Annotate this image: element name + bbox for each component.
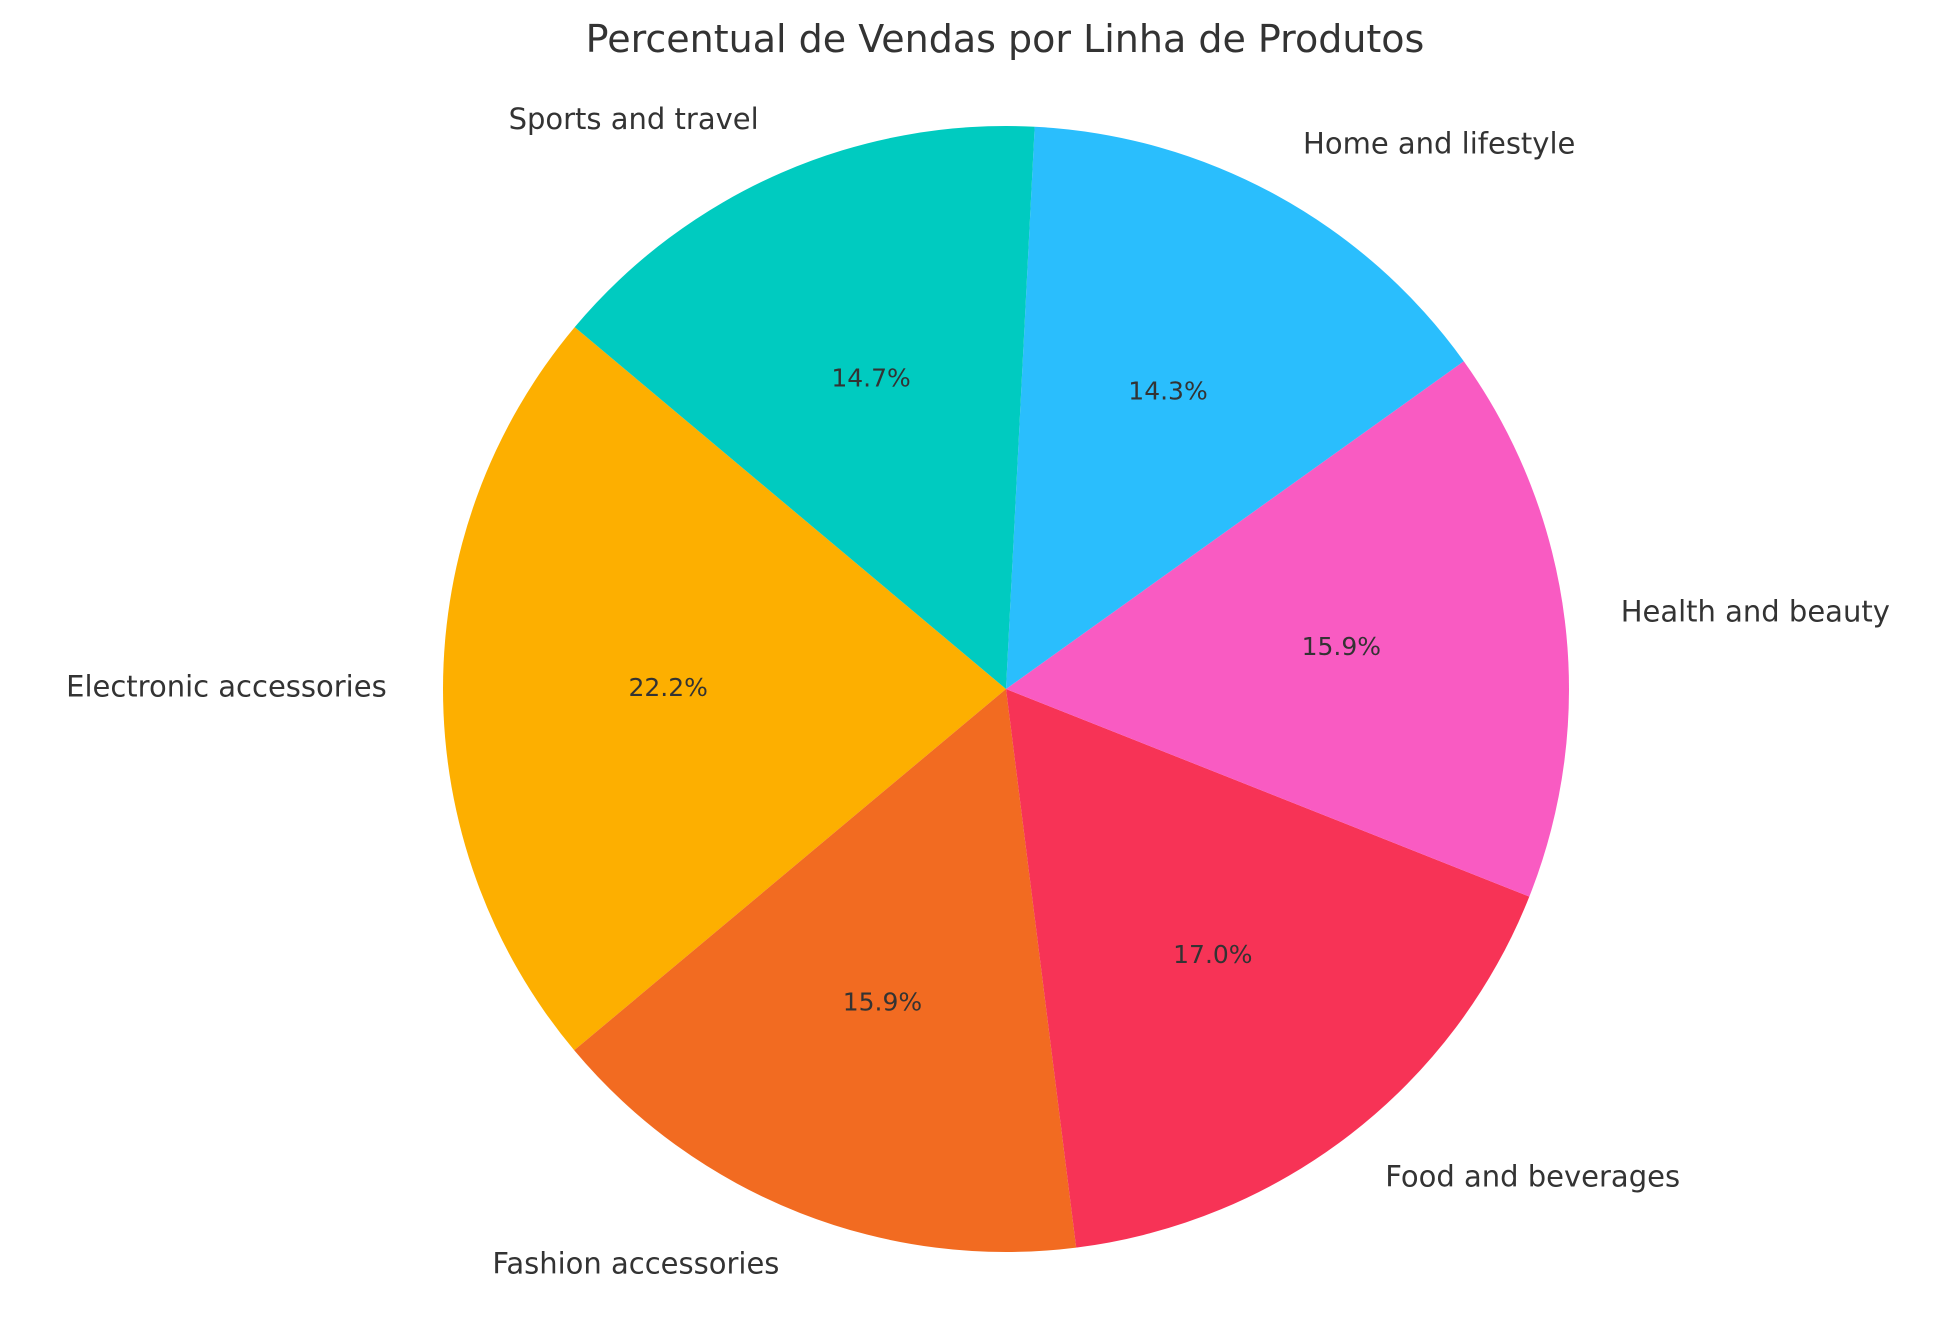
slice-label-electronic-accessories: Electronic accessories [66, 670, 387, 704]
pie-slice-sports-and-travel [574, 126, 1035, 689]
slice-label-home-and-lifestyle: Home and lifestyle [1303, 127, 1575, 161]
pie-slices [442, 126, 1569, 1252]
pct-label-sports-and-travel: 14.7% [831, 363, 910, 392]
chart-title: Percentual de Vendas por Linha de Produt… [586, 17, 1425, 61]
pct-label-food-and-beverages: 17.0% [1173, 940, 1252, 969]
pie-slice-health-and-beauty [1006, 361, 1569, 897]
slice-label-health-and-beauty: Health and beauty [1621, 595, 1890, 629]
pct-label-electronic-accessories: 22.2% [628, 673, 707, 702]
pie-slice-food-and-beverages [1006, 689, 1530, 1248]
pie-slice-electronic-accessories [442, 327, 1006, 1051]
pct-label-home-and-lifestyle: 14.3% [1128, 377, 1207, 406]
slice-label-sports-and-travel: Sports and travel [509, 102, 759, 136]
pie-labels: Electronic accessories 22.2% Fashion acces… [66, 102, 1890, 1280]
pct-label-fashion-accessories: 15.9% [843, 987, 922, 1016]
pie-slice-fashion-accessories [574, 689, 1077, 1252]
pct-label-health-and-beauty: 15.9% [1302, 632, 1381, 661]
slice-label-fashion-accessories: Fashion accessories [492, 1246, 779, 1280]
pie-slice-home-and-lifestyle [1006, 126, 1464, 690]
slice-label-food-and-beverages: Food and beverages [1385, 1160, 1680, 1194]
